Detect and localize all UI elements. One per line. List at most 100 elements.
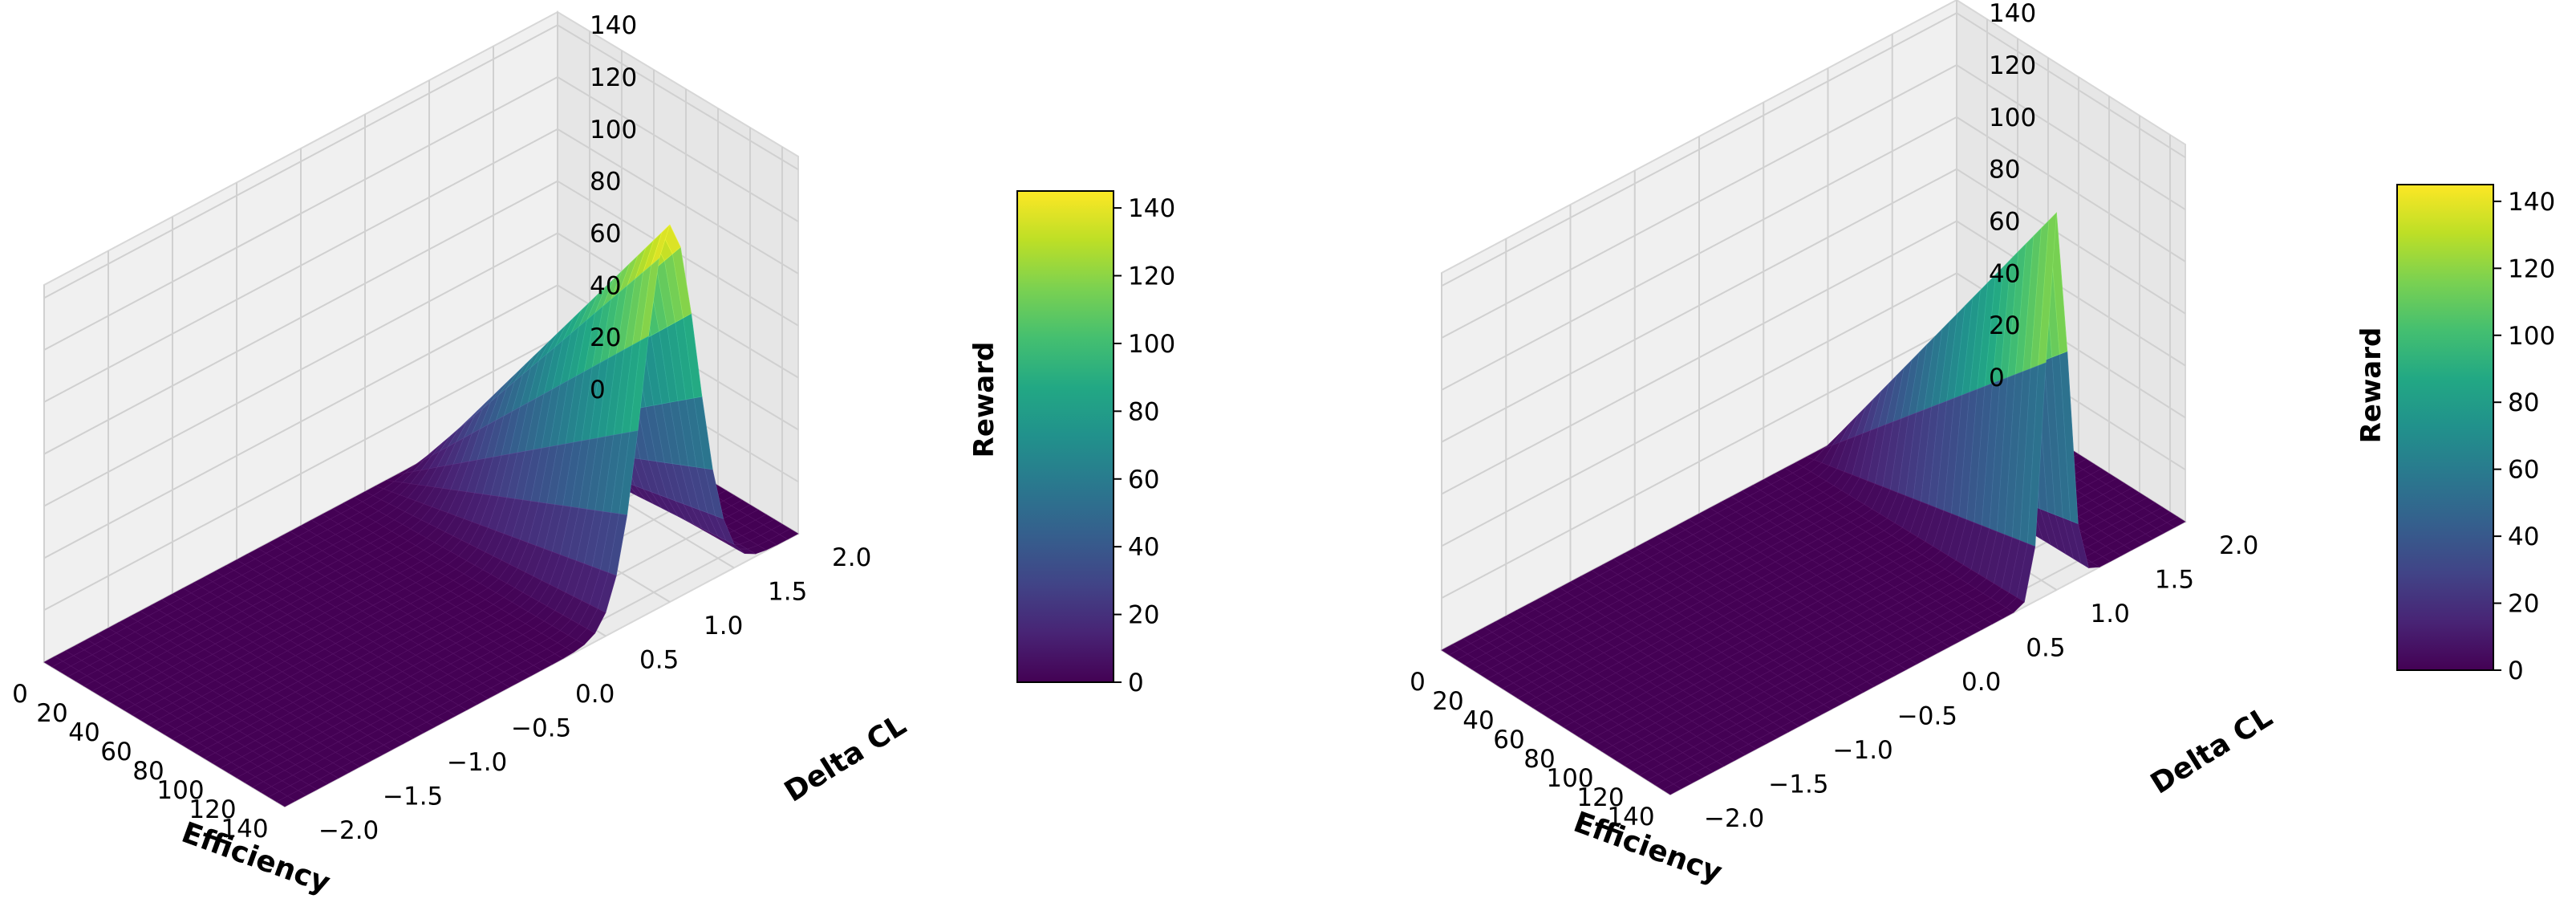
colorbar-tick-label: 120 [2508, 254, 2555, 283]
x-tick-label: 120 [1576, 783, 1624, 812]
x-tick-label: 80 [132, 757, 164, 786]
wall-grid-z [1441, 116, 1957, 391]
colorbar-tick-label: 80 [2508, 388, 2539, 417]
wall-grid-z [43, 180, 558, 455]
wall-grid-z [1441, 64, 1957, 339]
y-tick-label: −1.5 [383, 783, 443, 811]
wall-grid-z [43, 336, 558, 612]
x-tick-label: 20 [1432, 687, 1463, 716]
wall-grid-z [43, 284, 558, 559]
x-tick-label: 60 [100, 738, 132, 766]
y-tick-label: −1.0 [447, 748, 507, 777]
y-tick-label: 1.5 [2155, 566, 2194, 595]
wall-grid-z [43, 76, 558, 351]
surface-face [276, 795, 296, 807]
colorbar-tick-label: 140 [1128, 194, 1175, 223]
y-tick-label: −2.0 [1704, 804, 1764, 833]
y-axis-label: Delta CL [2145, 701, 2278, 801]
wall-grid-z [1956, 64, 2186, 210]
wall-grid-z [1441, 168, 1957, 443]
y-tick-label: −1.5 [1768, 771, 1828, 799]
wall-grid-z [557, 24, 799, 171]
surface-face [1661, 783, 1681, 795]
x-tick-label: 20 [36, 699, 67, 728]
z-tick-label: 40 [1989, 259, 2020, 288]
y-tick-label: −0.5 [511, 714, 571, 743]
x-tick-label: 100 [1546, 764, 1593, 793]
colorbar-tick-label: 120 [1128, 262, 1175, 291]
y-tick-labels: −2.0−1.5−1.0−0.50.0 0.5 1.0 1.5 2.0 [318, 543, 871, 845]
z-axis-label: Reward [2355, 327, 2387, 444]
z-tick-labels: 0 20 40 60 80 100 120 140 [1989, 0, 2036, 392]
colorbar-tick-label: 20 [2508, 590, 2539, 619]
z-tick-label: 60 [590, 220, 621, 249]
colorbar-tick-label: 20 [1128, 601, 1159, 630]
wall-grid-z [1956, 168, 2186, 315]
y-tick-label: 1.0 [2091, 600, 2130, 628]
z-tick-labels: 0 20 40 60 80 100 120 140 [590, 11, 637, 405]
surface-mesh [43, 224, 799, 807]
z-tick-label: 80 [590, 168, 621, 197]
colorbar-tick-label: 100 [2508, 322, 2555, 351]
y-tick-label: 0.0 [575, 680, 615, 709]
x-tick-label: 40 [68, 718, 99, 747]
z-tick-label: 120 [1989, 51, 2036, 80]
z-axis-label: Reward [968, 342, 1000, 458]
colorbar-tick-label: 0 [2508, 657, 2524, 685]
z-tick-label: 0 [590, 376, 606, 405]
colorbar-gradient [2396, 184, 2494, 671]
colorbar-tick-label: 40 [2508, 522, 2539, 551]
wall-grid-z [1956, 220, 2186, 367]
y-tick-label: 1.0 [704, 612, 743, 640]
z-tick-label: 100 [590, 116, 637, 144]
y-tick-label: −1.0 [1833, 736, 1893, 765]
y-tick-label: 0.5 [639, 646, 679, 675]
wall-grid-z [43, 232, 558, 507]
x-tick-label: 100 [156, 776, 204, 805]
z-tick-label: 40 [590, 271, 621, 300]
z-tick-label: 60 [1989, 208, 2020, 237]
x-tick-label: 0 [1410, 668, 1426, 697]
x-tick-label: 140 [1607, 803, 1654, 832]
y-tick-labels: −2.0−1.5−1.0−0.50.0 0.5 1.0 1.5 2.0 [1704, 531, 2258, 833]
x-tick-label: 40 [1462, 706, 1494, 735]
z-tick-label: 80 [1989, 156, 2020, 185]
wall-grid-z [1441, 272, 1957, 547]
z-tick-label: 100 [1989, 104, 2036, 132]
wall-grid-z [557, 128, 799, 274]
wall-grid-z [1956, 116, 2186, 262]
z-tick-label: 20 [1989, 311, 2020, 340]
x-tick-label: 60 [1493, 726, 1524, 754]
wall-grid-z [1441, 324, 1957, 600]
colorbar: 0 20 40 60 80 100 120 140 [1016, 190, 1175, 697]
z-tick-label: 120 [590, 63, 637, 92]
wall-grid-z [1441, 12, 1957, 287]
colorbar-tick-label: 100 [1128, 330, 1175, 359]
y-tick-label: −0.5 [1897, 702, 1957, 731]
y-tick-label: 0.0 [1961, 668, 2001, 697]
surface-mesh [1441, 212, 2186, 795]
colorbar: 0 20 40 60 80 100 120 140 [2396, 184, 2555, 685]
z-tick-label: 20 [590, 323, 621, 352]
wall-grid-z [557, 76, 799, 222]
wall-grid-z [1956, 12, 2186, 159]
colorbar-tick-label: 60 [2508, 456, 2539, 485]
x-tick-label: 0 [12, 680, 28, 709]
y-tick-label: 2.0 [832, 543, 871, 572]
colorbar-gradient [1016, 190, 1114, 683]
y-tick-label: 0.5 [2026, 634, 2065, 663]
z-tick-label: 140 [590, 11, 637, 40]
colorbar-tick-label: 40 [1128, 533, 1159, 562]
x-tick-label: 120 [189, 795, 236, 824]
y-axis-label: Delta CL [779, 709, 912, 809]
colorbar-tick-label: 0 [1128, 669, 1144, 697]
z-tick-label: 140 [1989, 0, 2036, 28]
x-tick-label: 140 [221, 815, 268, 844]
colorbar-tick-label: 80 [1128, 397, 1159, 426]
wall-grid-z [1441, 220, 1957, 495]
z-tick-label: 0 [1989, 364, 2005, 392]
